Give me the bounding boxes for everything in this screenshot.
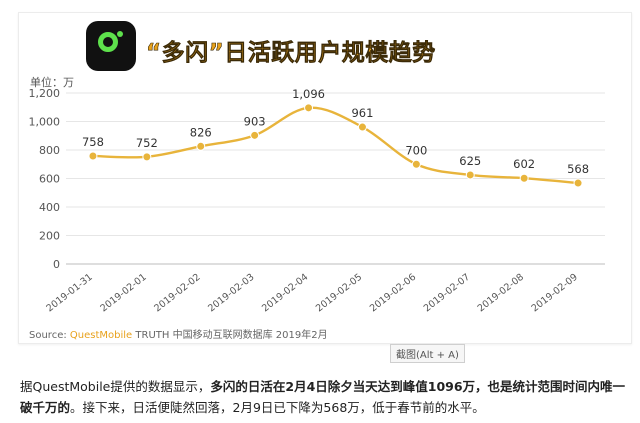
logo-dot-icon xyxy=(117,31,123,37)
data-label: 752 xyxy=(136,136,158,150)
data-label: 700 xyxy=(405,143,427,157)
article-paragraph: 据QuestMobile提供的数据显示，多闪的日活在2月4日除夕当天达到峰值10… xyxy=(20,376,630,418)
x-tick-label: 2019-02-03 xyxy=(206,272,256,315)
caption-highlight: 多闪的日活在2月4日除夕当天达到峰值1096万，也是统计范围时间内唯一破千万的 xyxy=(20,379,626,415)
source-note: Source: QuestMobile TRUTH 中国移动互联网数据库 201… xyxy=(29,326,328,341)
data-point xyxy=(196,141,206,151)
data-label: 826 xyxy=(190,125,212,139)
x-tick-label: 2019-02-01 xyxy=(98,272,148,315)
x-tick-label: 2019-02-08 xyxy=(476,272,526,315)
source-rest: TRUTH 中国移动互联网数据库 2019年2月 xyxy=(135,330,328,341)
y-tick-label: 800 xyxy=(39,144,60,157)
chart-title: “多闪”日活跃用户规模趋势 xyxy=(146,40,436,67)
source-prefix: Source: xyxy=(29,330,67,341)
data-point xyxy=(411,159,421,169)
data-label: 903 xyxy=(244,114,266,128)
x-tick-label: 2019-02-02 xyxy=(152,272,202,315)
y-tick-label: 1,000 xyxy=(29,116,61,129)
data-point xyxy=(142,152,152,162)
data-label: 758 xyxy=(82,135,104,149)
y-axis-unit: 单位：万 xyxy=(30,76,74,89)
data-point xyxy=(250,130,260,140)
x-tick-label: 2019-02-07 xyxy=(422,272,472,315)
data-point xyxy=(465,170,475,180)
data-label: 625 xyxy=(459,154,481,168)
x-tick-label: 2019-02-04 xyxy=(260,272,310,315)
data-point xyxy=(88,151,98,161)
x-tick-label: 2019-02-05 xyxy=(314,272,364,315)
x-tick-label: 2019-02-09 xyxy=(530,272,580,315)
y-tick-label: 1,200 xyxy=(29,87,61,100)
data-point xyxy=(519,173,529,183)
data-point xyxy=(573,178,583,188)
logo-ring-icon xyxy=(98,32,118,52)
x-tick-label: 2019-02-06 xyxy=(368,272,418,315)
caption-intro: 据QuestMobile提供的数据显示， xyxy=(20,379,211,394)
y-tick-label: 200 xyxy=(39,230,60,243)
caption-rest: 。接下来，日活便陡然回落，2月9日已下降为568万，低于春节前的水平。 xyxy=(70,400,485,415)
series-line xyxy=(92,106,579,185)
screenshot-tooltip: 截图(Alt + A) xyxy=(390,344,465,363)
data-label: 1,096 xyxy=(292,87,325,101)
data-label: 602 xyxy=(513,157,535,171)
data-point xyxy=(304,103,314,113)
data-label: 961 xyxy=(351,106,373,120)
y-tick-label: 600 xyxy=(39,173,60,186)
x-tick-label: 2019-01-31 xyxy=(45,272,95,315)
data-label: 568 xyxy=(567,162,589,176)
duoshan-logo xyxy=(86,21,136,71)
source-brand: QuestMobile xyxy=(69,330,133,341)
data-point xyxy=(357,122,367,132)
y-tick-label: 400 xyxy=(39,201,60,214)
y-tick-label: 0 xyxy=(53,258,60,271)
